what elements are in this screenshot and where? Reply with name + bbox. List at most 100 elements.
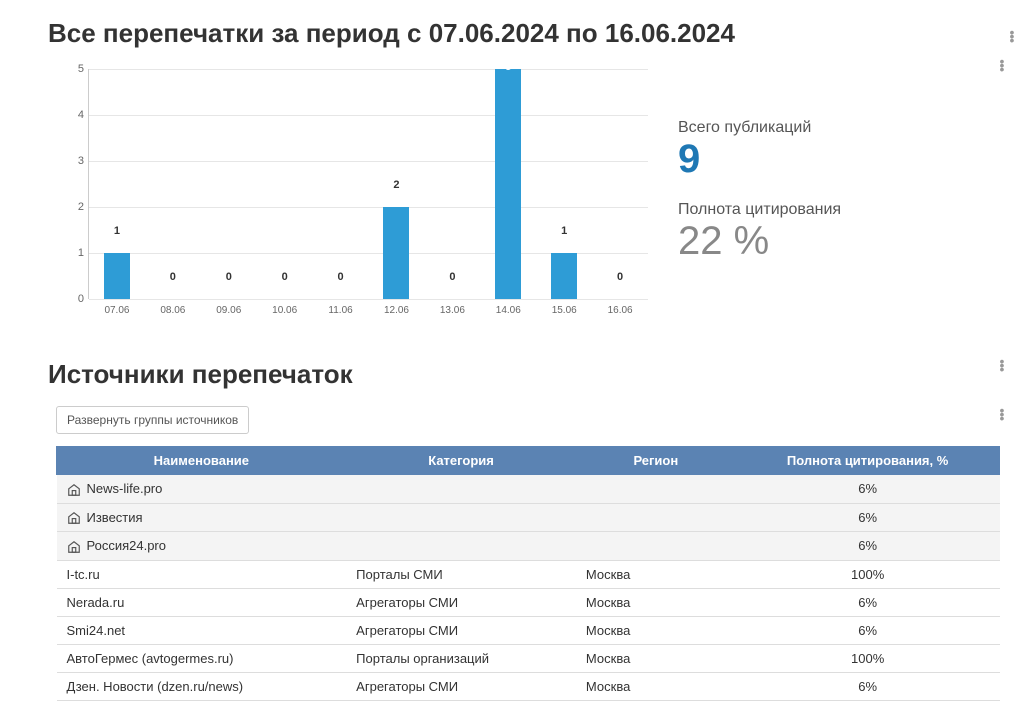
- chart-bar-slot: 013.06: [424, 69, 480, 299]
- source-category: [346, 532, 576, 561]
- chart-x-tick: 13.06: [440, 305, 465, 316]
- stat-completeness-label: Полнота цитирования: [678, 201, 841, 219]
- chart-y-tick: 0: [64, 293, 84, 305]
- chart-bar-value: 5: [505, 61, 511, 73]
- table-row[interactable]: Nerada.ru Агрегаторы СМИМосква6%: [57, 588, 1000, 616]
- chart-bar-value: 0: [170, 271, 176, 285]
- chart-x-tick: 08.06: [160, 305, 185, 316]
- chart-bar-value: 1: [114, 225, 120, 239]
- chart-bar-value: 0: [338, 271, 344, 285]
- chart-bar[interactable]: [495, 69, 521, 299]
- chart-gridline: [89, 299, 648, 300]
- source-pct: 6%: [736, 503, 1000, 532]
- th-pct[interactable]: Полнота цитирования, %: [736, 447, 1000, 475]
- source-name: Россия24.pro: [87, 538, 167, 553]
- chart-bar[interactable]: [551, 253, 577, 299]
- source-region: [576, 475, 736, 504]
- table-row[interactable]: News-life.pro 6%: [57, 475, 1000, 504]
- table-row[interactable]: Известия 6%: [57, 503, 1000, 532]
- source-category: Порталы СМИ: [346, 560, 576, 588]
- chart-y-tick: 2: [64, 201, 84, 213]
- kebab-menu-sources-title[interactable]: •••: [994, 359, 1010, 375]
- reprint-bar-chart: 012345107.06008.06009.06010.06011.06212.…: [48, 59, 648, 329]
- table-row[interactable]: Smi24.netАгрегаторы СМИМосква6%: [57, 616, 1000, 644]
- source-region: [576, 503, 736, 532]
- chart-x-tick: 07.06: [104, 305, 129, 316]
- page-title: Все перепечатки за период с 07.06.2024 п…: [48, 18, 1024, 49]
- chart-x-tick: 11.06: [328, 305, 352, 316]
- chart-y-tick: 1: [64, 247, 84, 259]
- source-category: Агрегаторы СМИ: [346, 672, 576, 700]
- source-pct: 6%: [736, 475, 1000, 504]
- source-name: News-life.pro: [87, 481, 163, 496]
- chart-bar-slot: 009.06: [201, 69, 257, 299]
- stat-completeness-value: 22 %: [678, 219, 841, 263]
- source-region: Москва: [576, 672, 736, 700]
- source-pct: 100%: [736, 644, 1000, 672]
- expand-groups-button[interactable]: Развернуть группы источников: [56, 406, 249, 434]
- chart-y-tick: 4: [64, 109, 84, 121]
- source-category: [346, 503, 576, 532]
- chart-x-tick: 10.06: [272, 305, 297, 316]
- chart-x-tick: 09.06: [216, 305, 241, 316]
- th-name[interactable]: Наименование: [57, 447, 347, 475]
- chart-bar-value: 0: [449, 271, 455, 285]
- chart-bar-slot: 008.06: [145, 69, 201, 299]
- chart-bar-slot: 115.06: [536, 69, 592, 299]
- chart-x-tick: 14.06: [496, 305, 521, 316]
- chart-bar-slot: 010.06: [257, 69, 313, 299]
- source-pct: 6%: [736, 588, 1000, 616]
- chart-x-tick: 15.06: [552, 305, 577, 316]
- chart-bar-slot: 212.06: [369, 69, 425, 299]
- stat-total-value: 9: [678, 137, 841, 181]
- source-region: Москва: [576, 588, 736, 616]
- source-pct: 6%: [736, 672, 1000, 700]
- group-icon: [67, 540, 81, 554]
- chart-bar-slot: 011.06: [313, 69, 369, 299]
- source-name: Nerada.ru: [67, 595, 125, 610]
- table-row[interactable]: Дзен. Новости (dzen.ru/news) Агрегаторы С…: [57, 672, 1000, 700]
- chart-x-tick: 16.06: [608, 305, 633, 316]
- source-pct: 100%: [736, 560, 1000, 588]
- source-pct: 6%: [736, 532, 1000, 561]
- source-name: АвтоГермес (avtogermes.ru): [67, 651, 234, 666]
- sources-title: Источники перепечаток: [48, 359, 1014, 390]
- source-name: Известия: [87, 510, 143, 525]
- source-region: Москва: [576, 616, 736, 644]
- kebab-menu-title[interactable]: •••: [1004, 30, 1020, 46]
- source-category: [346, 475, 576, 504]
- th-region[interactable]: Регион: [576, 447, 736, 475]
- chart-bar-slot: 016.06: [592, 69, 648, 299]
- chart-bar-slot: 514.06: [480, 69, 536, 299]
- chart-bar[interactable]: [383, 207, 409, 299]
- group-icon: [67, 511, 81, 525]
- source-region: [576, 532, 736, 561]
- group-icon: [67, 483, 81, 497]
- chart-bar-value: 0: [226, 271, 232, 285]
- kebab-menu-sources-table[interactable]: •••: [994, 408, 1010, 424]
- kebab-menu-chart[interactable]: •••: [994, 59, 1010, 75]
- chart-bar-value: 1: [561, 225, 567, 239]
- source-region: Москва: [576, 560, 736, 588]
- source-category: Порталы организаций: [346, 644, 576, 672]
- chart-bar-slot: 107.06: [89, 69, 145, 299]
- chart-bar-value: 0: [617, 271, 623, 285]
- source-category: Агрегаторы СМИ: [346, 616, 576, 644]
- chart-y-tick: 3: [64, 155, 84, 167]
- th-category[interactable]: Категория: [346, 447, 576, 475]
- table-row[interactable]: Россия24.pro 6%: [57, 532, 1000, 561]
- chart-bar[interactable]: [104, 253, 130, 299]
- source-region: Москва: [576, 644, 736, 672]
- source-name: Дзен. Новости (dzen.ru/news): [67, 679, 244, 694]
- source-category: Агрегаторы СМИ: [346, 588, 576, 616]
- source-name: I-tc.ru: [67, 567, 100, 582]
- chart-y-tick: 5: [64, 63, 84, 75]
- stats-panel: Всего публикаций 9 Полнота цитирования 2…: [678, 119, 841, 329]
- chart-x-tick: 12.06: [384, 305, 409, 316]
- table-row[interactable]: АвтоГермес (avtogermes.ru) Порталы органи…: [57, 644, 1000, 672]
- chart-bar-value: 0: [282, 271, 288, 285]
- source-name: Smi24.net: [67, 623, 126, 638]
- stat-total-label: Всего публикаций: [678, 119, 841, 137]
- table-row[interactable]: I-tc.ru Порталы СМИМосква100%: [57, 560, 1000, 588]
- sources-table: Наименование Категория Регион Полнота ци…: [56, 446, 1000, 701]
